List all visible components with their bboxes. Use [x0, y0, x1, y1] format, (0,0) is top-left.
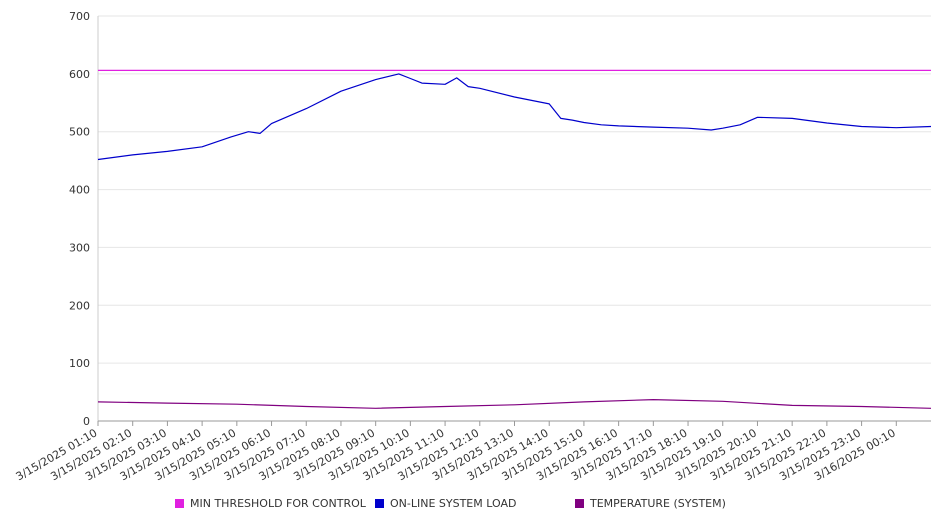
y-tick-label-500: 500: [69, 126, 90, 139]
legend-label-min-threshold: MIN THRESHOLD FOR CONTROL: [190, 497, 366, 510]
series-line-system-load: [97, 73, 932, 161]
y-tick-label-200: 200: [69, 299, 90, 312]
y-tick-label-300: 300: [69, 241, 90, 254]
series-line-temperature: [97, 399, 932, 409]
y-tick-label-0: 0: [83, 415, 90, 428]
legend-item-min-threshold[interactable]: MIN THRESHOLD FOR CONTROL: [175, 497, 366, 510]
y-tick-label-100: 100: [69, 357, 90, 370]
y-tick-label-400: 400: [69, 184, 90, 197]
legend-item-system-load[interactable]: ON-LINE SYSTEM LOAD: [375, 497, 516, 510]
legend-swatch-temperature: [575, 499, 584, 508]
legend-swatch-system-load: [375, 499, 384, 508]
legend-item-temperature[interactable]: TEMPERATURE (SYSTEM): [575, 497, 726, 510]
legend-label-temperature: TEMPERATURE (SYSTEM): [590, 497, 726, 510]
legend-label-system-load: ON-LINE SYSTEM LOAD: [390, 497, 517, 510]
legend: MIN THRESHOLD FOR CONTROL ON-LINE SYSTEM…: [0, 497, 946, 515]
legend-swatch-min-threshold: [175, 499, 184, 508]
y-tick-label-600: 600: [69, 68, 90, 81]
y-tick-label-700: 700: [69, 10, 90, 23]
